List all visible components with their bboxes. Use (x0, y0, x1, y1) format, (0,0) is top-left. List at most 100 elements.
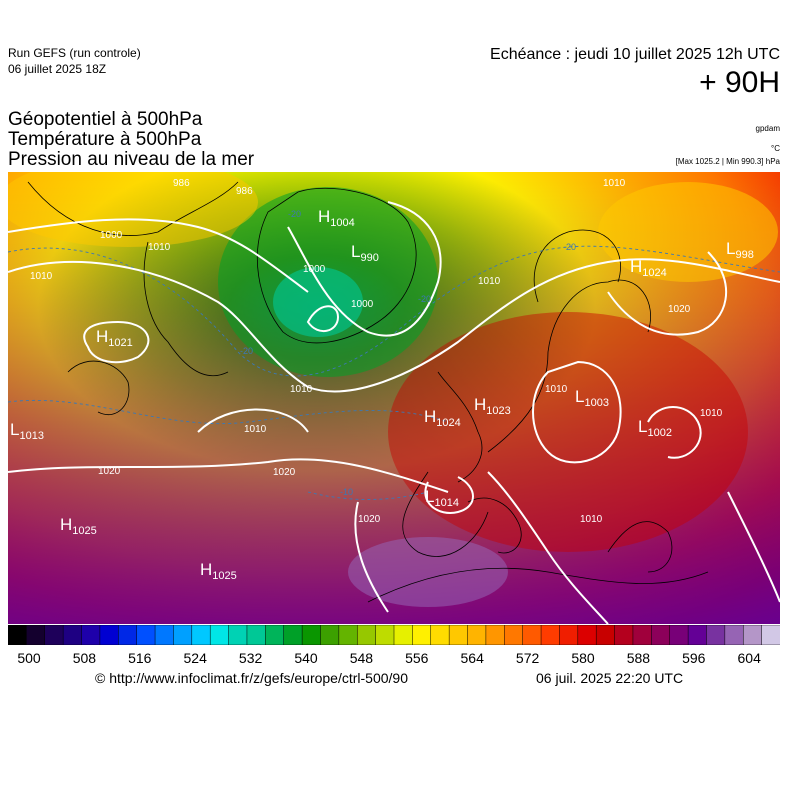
colorbar-swatch (301, 625, 322, 645)
colorbar-swatch (228, 625, 248, 645)
colorbar-swatch (448, 625, 469, 645)
colorbar-swatch (209, 625, 230, 645)
isobar-label: 986 (236, 186, 253, 197)
colorbar-swatch (26, 625, 46, 645)
colorbar-swatch (504, 625, 524, 645)
colorbar-tick: 524 (183, 650, 207, 666)
isobar-label: 1020 (98, 466, 121, 477)
warm-arctic-east (598, 182, 778, 282)
source-url: © http://www.infoclimat.fr/z/gefs/europe… (95, 670, 409, 686)
colorbar-swatch (338, 625, 358, 645)
unit-geopotential: gpdam (755, 124, 780, 133)
colorbar-swatch (559, 625, 579, 645)
colorbar-swatch (651, 625, 671, 645)
colorbar-swatch (393, 625, 414, 645)
colorbar-swatch (577, 625, 597, 645)
title-pressure: Pression au niveau de la mer (8, 149, 255, 170)
colorbar-tick: 500 (17, 650, 41, 666)
isobar-label: 1000 (100, 230, 123, 241)
colorbar-swatch (173, 625, 193, 645)
title-temperature: Température à 500hPa (8, 129, 202, 150)
colorbar-swatch (412, 625, 432, 645)
generated-timestamp: 06 juil. 2025 22:20 UTC (536, 670, 684, 686)
weather-map: 986 986 1000 1010 1010 1000 1000 1010 1010 1010 10… (8, 172, 780, 624)
isobar-labels: 986 986 1000 1010 1010 1000 1000 1010 1010 1010 10… (30, 178, 723, 525)
unit-pressure: [Max 1025.2 | Min 990.3] hPa (675, 157, 780, 166)
colorbar-swatch (356, 625, 377, 645)
forecast-validity: Echéance : jeudi 10 juillet 2025 12h UTC (490, 46, 780, 63)
colorbar-swatch (375, 625, 395, 645)
colorbar-swatch (485, 625, 506, 645)
temperature-labels: -20 -20 -20 -20 -10 (240, 209, 576, 497)
colorbar-tick: 588 (626, 650, 651, 666)
isotherm-label: -20 (563, 242, 576, 252)
isobar-label: 1010 (30, 271, 53, 282)
isobar-label: 1010 (244, 424, 267, 435)
colorbar-swatch (724, 625, 744, 645)
colorbar-tick: 556 (405, 650, 429, 666)
colorbar (8, 625, 780, 645)
colorbar-swatch (154, 625, 175, 645)
colorbar-swatch (81, 625, 101, 645)
colorbar-swatch (44, 625, 64, 645)
isotherm-label: -20 (418, 294, 431, 304)
isobar-label: 1010 (148, 242, 171, 253)
isotherm-label: -20 (288, 209, 301, 219)
colorbar-swatch (522, 625, 542, 645)
isobars (8, 201, 780, 624)
colorbar-swatch (669, 625, 689, 645)
colorbar-tick: 532 (238, 650, 263, 666)
cold-core (273, 267, 363, 337)
colorbar-tick: 540 (294, 650, 318, 666)
colorbar-swatch (614, 625, 634, 645)
colorbar-swatch (687, 625, 708, 645)
colorbar-swatch (430, 625, 450, 645)
isotherm-label: -10 (340, 487, 353, 497)
isobar-label: 1020 (668, 304, 691, 315)
isobar-label: 1010 (603, 178, 626, 189)
colorbar-tick: 508 (72, 650, 97, 666)
colorbar-tick: 580 (571, 650, 595, 666)
colorbar-tick: 564 (460, 650, 484, 666)
colorbar-swatch (706, 625, 726, 645)
colorbar-swatch (595, 625, 616, 645)
colorbar-swatch (118, 625, 138, 645)
isobar-label: 1010 (700, 408, 723, 419)
isobar-label: 1000 (351, 299, 374, 310)
colorbar-swatch (99, 625, 120, 645)
isotherms (8, 245, 780, 500)
isobar-label: 1020 (273, 467, 296, 478)
colorbar-swatch (283, 625, 303, 645)
forecast-hour: + 90H (699, 66, 780, 99)
colorbar-swatch (540, 625, 561, 645)
colorbar-tick: 604 (737, 650, 761, 666)
colorbar-tick: 516 (128, 650, 152, 666)
colorbar-swatch (62, 625, 83, 645)
colorbar-swatch (761, 625, 780, 645)
colorbar-swatch (8, 625, 28, 645)
colorbar-tick: 572 (515, 650, 540, 666)
isobar-label: 1000 (303, 264, 326, 275)
isobar-label: 1020 (358, 514, 381, 525)
isobar-label: 1010 (545, 384, 568, 395)
run-date: 06 juillet 2025 18Z (8, 62, 107, 76)
hot-sahara (348, 537, 508, 607)
colorbar-swatch (320, 625, 340, 645)
colorbar-swatch (632, 625, 653, 645)
colorbar-swatch (246, 625, 267, 645)
warm-europe (388, 312, 748, 552)
colorbar-swatch (191, 625, 211, 645)
isobar-label: 1010 (580, 514, 603, 525)
unit-temperature: °C (771, 144, 780, 153)
isobar-label: 1010 (290, 384, 313, 395)
isotherm-label: -20 (240, 346, 253, 356)
run-model: Run GEFS (run controle) (8, 46, 141, 60)
isobar-label: 986 (173, 178, 190, 189)
coastlines (27, 181, 709, 603)
warm-arctic-west (8, 172, 258, 247)
colorbar-swatch (136, 625, 156, 645)
colorbar-tick: 548 (349, 650, 374, 666)
colorbar-swatch (742, 625, 763, 645)
title-geopotential: Géopotentiel à 500hPa (8, 109, 203, 130)
isobar-label: 1010 (478, 276, 501, 287)
